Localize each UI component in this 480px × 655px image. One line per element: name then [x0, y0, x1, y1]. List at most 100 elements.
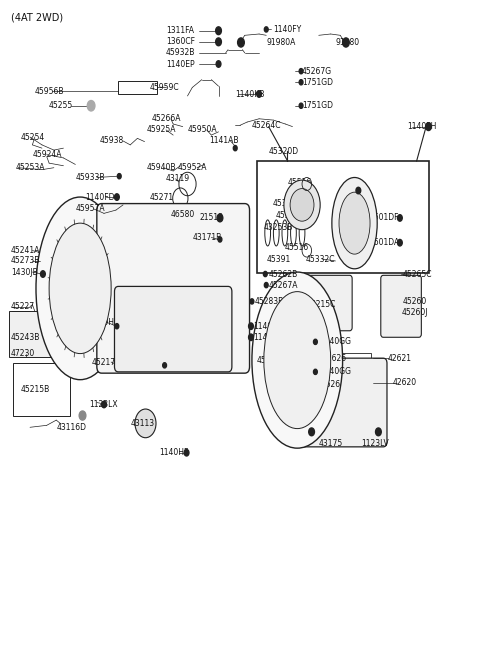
Text: 45332C: 45332C	[306, 255, 336, 263]
Circle shape	[313, 339, 317, 345]
Circle shape	[135, 409, 156, 438]
Text: 1123LX: 1123LX	[90, 400, 118, 409]
Text: 45950A: 45950A	[188, 125, 217, 134]
Bar	[328, 379, 371, 390]
Text: 42626: 42626	[316, 380, 340, 389]
Circle shape	[264, 27, 268, 32]
Circle shape	[216, 61, 221, 67]
Text: 1601DA: 1601DA	[369, 238, 399, 247]
Text: 46580: 46580	[171, 210, 195, 219]
Text: 45924A: 45924A	[33, 150, 62, 159]
Text: 43253B: 43253B	[264, 223, 293, 233]
Bar	[118, 81, 157, 94]
Text: 45516: 45516	[284, 244, 309, 252]
Text: 45253A: 45253A	[16, 163, 45, 172]
Circle shape	[250, 299, 254, 304]
Ellipse shape	[49, 223, 111, 354]
Circle shape	[309, 428, 314, 436]
Text: 1140EB: 1140EB	[253, 333, 283, 342]
Text: 45243B: 45243B	[11, 333, 40, 342]
Text: 45932B: 45932B	[166, 48, 195, 58]
Text: 45940B: 45940B	[147, 163, 177, 172]
Text: 45215B: 45215B	[21, 385, 50, 394]
Text: 45264C: 45264C	[252, 121, 281, 130]
Circle shape	[249, 334, 253, 341]
Text: 45938: 45938	[99, 136, 123, 145]
Circle shape	[313, 369, 317, 375]
Bar	[257, 161, 429, 273]
Circle shape	[356, 187, 361, 194]
Text: 43171B: 43171B	[192, 233, 222, 242]
Text: 91980: 91980	[336, 38, 360, 47]
Text: 45255: 45255	[49, 102, 73, 110]
Text: 1140EP: 1140EP	[166, 60, 195, 69]
Text: 45283B: 45283B	[254, 297, 284, 306]
Text: 1140FD: 1140FD	[85, 193, 114, 202]
Text: 45320D: 45320D	[269, 147, 299, 156]
Circle shape	[426, 122, 432, 130]
Text: 47230: 47230	[11, 349, 35, 358]
Text: 1140KB: 1140KB	[235, 90, 264, 98]
Circle shape	[102, 402, 107, 407]
Text: 1123LV: 1123LV	[362, 439, 389, 448]
Circle shape	[397, 215, 402, 221]
Circle shape	[397, 240, 402, 246]
Circle shape	[216, 38, 221, 46]
Text: 1141AB: 1141AB	[209, 136, 239, 145]
Bar	[9, 311, 73, 357]
Circle shape	[257, 91, 262, 97]
Text: 45273B: 45273B	[11, 257, 40, 265]
FancyBboxPatch shape	[302, 275, 352, 331]
Circle shape	[299, 80, 303, 85]
Text: 45933B: 45933B	[75, 173, 105, 182]
Text: 45265C: 45265C	[402, 269, 432, 278]
Text: 45271: 45271	[149, 193, 173, 202]
Circle shape	[87, 100, 95, 111]
Text: 45959C: 45959C	[149, 83, 179, 92]
Text: 45231A: 45231A	[257, 356, 286, 365]
Text: 1311FA: 1311FA	[166, 26, 194, 35]
Circle shape	[264, 282, 268, 288]
Circle shape	[343, 38, 349, 47]
Text: 45391: 45391	[276, 211, 300, 220]
Text: 45260: 45260	[402, 297, 427, 306]
Text: 45952A: 45952A	[178, 163, 207, 172]
Circle shape	[216, 27, 221, 35]
Circle shape	[299, 69, 303, 74]
Circle shape	[163, 363, 167, 368]
Text: 45516: 45516	[288, 178, 312, 187]
Circle shape	[184, 449, 189, 456]
Ellipse shape	[264, 291, 331, 428]
Circle shape	[117, 174, 121, 179]
Text: 45262B: 45262B	[269, 269, 298, 278]
Text: 43119: 43119	[166, 174, 190, 183]
Text: 1140HG: 1140HG	[90, 318, 120, 328]
Text: 42620: 42620	[393, 379, 417, 388]
Text: 1140GG: 1140GG	[320, 337, 351, 346]
Text: 43113: 43113	[130, 419, 155, 428]
Text: 45217: 45217	[92, 358, 116, 367]
Text: 1140FY: 1140FY	[274, 25, 301, 34]
Text: 42621: 42621	[388, 354, 412, 363]
FancyBboxPatch shape	[381, 275, 421, 337]
Text: 1430JB: 1430JB	[11, 267, 38, 276]
Circle shape	[238, 38, 244, 47]
Text: 45260J: 45260J	[401, 308, 428, 317]
Text: 45241A: 45241A	[11, 246, 40, 255]
Text: 43175: 43175	[319, 439, 343, 448]
Text: 91980A: 91980A	[266, 38, 296, 47]
FancyBboxPatch shape	[115, 286, 232, 372]
Bar	[328, 353, 371, 364]
Circle shape	[375, 428, 381, 436]
Text: 45267A: 45267A	[269, 280, 298, 290]
Circle shape	[79, 411, 86, 420]
Text: 22121: 22121	[345, 186, 369, 195]
Circle shape	[299, 103, 303, 108]
Text: 45215C: 45215C	[307, 300, 336, 309]
Text: 45322: 45322	[273, 199, 297, 208]
Text: 43135: 43135	[75, 280, 100, 290]
Circle shape	[115, 324, 119, 329]
Text: 1140GG: 1140GG	[320, 367, 351, 377]
Circle shape	[115, 194, 119, 200]
Text: (4AT 2WD): (4AT 2WD)	[11, 12, 63, 23]
